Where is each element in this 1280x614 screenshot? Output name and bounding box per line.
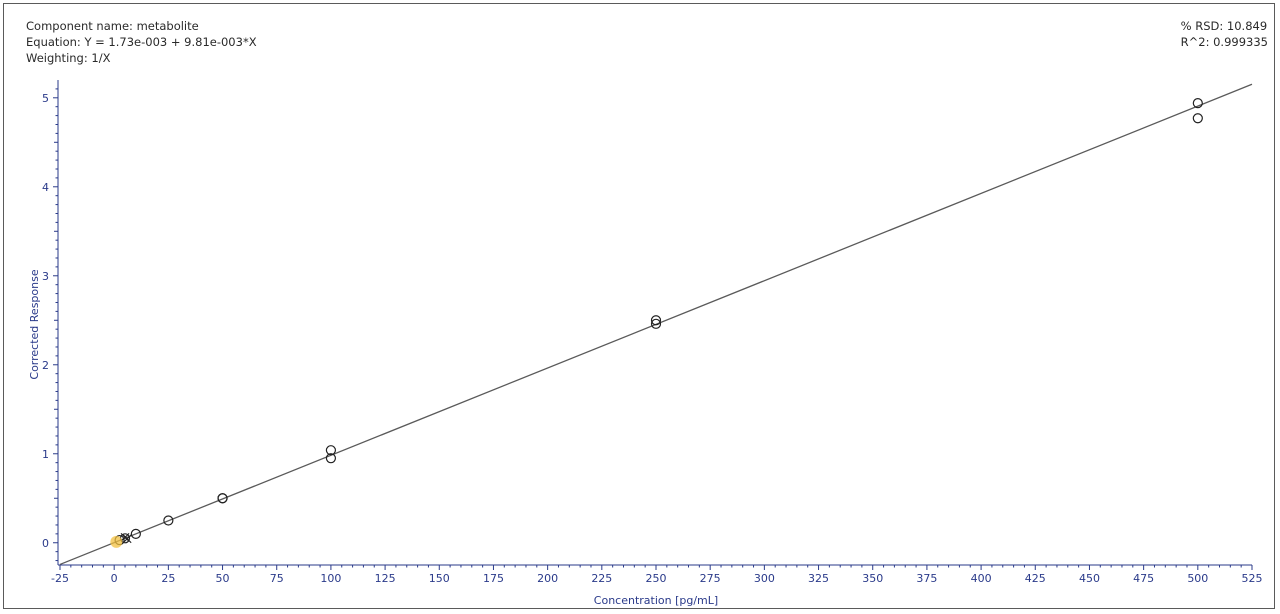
weighting-text: Weighting: 1/X [26,51,111,65]
data-point [130,528,141,539]
y-tick-label: 1 [42,448,49,461]
x-tick-label: 250 [646,572,667,585]
x-tick-label: 325 [808,572,829,585]
y-tick-label: 5 [42,92,49,105]
y-tick-label: 4 [42,181,49,194]
x-tick-label: 400 [971,572,992,585]
excluded-point-stroke [122,534,132,544]
x-tick-label: 350 [862,572,883,585]
equation-text: Equation: Y = 1.73e-003 + 9.81e-003*X [26,35,257,49]
x-tick-label: 475 [1133,572,1154,585]
axes-group: -25 0 25 50 75 100 125 150 175 200 225 250 275 300 325… [42,80,1263,585]
x-tick-label: 200 [537,572,558,585]
rsd-text: % RSD: 10.849 [1180,19,1268,33]
component-name-text: Component name: metabolite [26,19,199,33]
data-point [325,445,337,456]
x-tick-label: 450 [1079,572,1100,585]
fit-statistics: % RSD: 10.849 R^2: 0.999335 [1181,18,1268,50]
x-tick-label: 525 [1242,572,1263,585]
x-tick-label: 25 [161,572,175,585]
x-tick-label: 175 [483,572,504,585]
x-tick-label: -25 [51,572,69,585]
y-tick-label: 3 [42,270,49,283]
excluded-point-marker [122,534,132,544]
x-tick-label: 75 [270,572,284,585]
excluded-point-stroke [120,533,130,542]
data-point [217,493,228,504]
highlighted-point [110,535,123,548]
y-tick-label: 2 [42,359,49,372]
x-tick-label: 500 [1187,572,1208,585]
data-point [650,315,662,326]
x-tick-label: 150 [429,572,450,585]
data-point [163,515,174,526]
x-tick-label: 225 [591,572,612,585]
x-tick-label: 125 [375,572,396,585]
y-axis-title: Corrected Response [28,269,41,379]
x-tick-label: 375 [916,572,937,585]
data-point [650,318,662,329]
x-tick-label: 100 [320,572,341,585]
calibration-info: Component name: metabolite Equation: Y =… [26,18,257,66]
chart-frame [3,3,1275,609]
excluded-point-marker [120,533,130,542]
x-tick-label: 425 [1025,572,1046,585]
x-tick-label: 275 [700,572,721,585]
r-squared-text: R^2: 0.999335 [1180,35,1268,49]
x-axis-title: Concentration [pg/mL] [594,594,718,607]
data-point [1192,113,1203,124]
x-tick-label: 300 [754,572,775,585]
data-point [325,453,337,464]
x-tick-label: 0 [111,572,118,585]
data-point [1192,98,1203,109]
data-points-group [110,98,1203,548]
x-tick-label: 50 [216,572,230,585]
y-tick-label: 0 [42,537,49,550]
